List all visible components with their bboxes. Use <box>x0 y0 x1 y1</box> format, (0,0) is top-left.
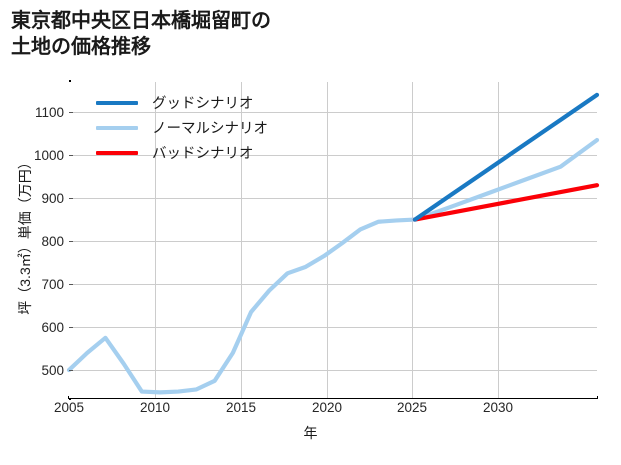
y-axis-ticks: 1100 1000 900 800 700 600 500 <box>18 82 64 398</box>
x-tick-label: 2030 <box>482 400 514 415</box>
x-tick-label: 2020 <box>311 400 343 415</box>
legend-swatch-good-icon <box>96 100 138 105</box>
y-axis-title: 坪（3.3㎡）単価（万円） <box>17 155 33 315</box>
y-tick-label: 700 <box>41 277 64 292</box>
y-tick-mark <box>69 284 73 285</box>
gridline-x-2020 <box>327 82 328 398</box>
plot-background <box>69 82 597 398</box>
gridline-y-1100 <box>69 112 597 113</box>
x-axis-title: 年 <box>303 425 318 441</box>
y-tick-mark <box>69 327 73 328</box>
gridline-y-600 <box>69 327 597 328</box>
chart-legend: グッドシナリオ ノーマルシナリオ バッドシナリオ <box>96 90 316 165</box>
gridline-x-2025 <box>412 82 413 398</box>
legend-item-normal: ノーマルシナリオ <box>96 115 316 140</box>
gridline-x-2030 <box>498 82 499 398</box>
gridline-y-1000 <box>69 155 597 156</box>
gridline-x-2015 <box>241 82 242 398</box>
legend-label-good: グッドシナリオ <box>152 96 254 112</box>
gridline-y-500 <box>69 370 597 371</box>
y-tick-label: 500 <box>41 363 64 378</box>
gridline-y-800 <box>69 241 597 242</box>
y-tick-mark <box>69 198 73 199</box>
legend-label-bad: バッドシナリオ <box>152 146 254 162</box>
gridline-y-700 <box>69 284 597 285</box>
x-tick-label: 2015 <box>225 400 257 415</box>
y-tick-mark <box>69 241 73 242</box>
y-tick-label: 900 <box>41 191 64 206</box>
y-tick-label: 800 <box>41 234 64 249</box>
legend-swatch-normal-icon <box>96 125 138 130</box>
legend-item-bad: バッドシナリオ <box>96 140 316 165</box>
gridline-x-2010 <box>155 82 156 398</box>
line-good-scenario <box>412 92 600 222</box>
chart-title: 東京都中央区日本橋堀留町の 土地の価格推移 <box>11 10 271 59</box>
legend-label-normal: ノーマルシナリオ <box>152 121 268 137</box>
plot-area <box>66 82 600 398</box>
series-layer <box>66 92 600 395</box>
x-axis-ticks: 2005 2010 2015 2020 2025 2030 <box>54 400 597 424</box>
y-tick-label: 600 <box>41 320 64 335</box>
legend-swatch-bad-icon <box>96 150 138 155</box>
y-tick-mark <box>69 112 73 113</box>
gridline-y-900 <box>69 198 597 199</box>
x-tick-label: 2005 <box>53 400 85 415</box>
y-tick-label: 1100 <box>34 105 64 120</box>
y-tick-label: 1000 <box>33 148 64 163</box>
line-normal-scenario <box>66 137 600 395</box>
line-bad-scenario <box>412 183 600 222</box>
x-tick-label: 2025 <box>396 400 428 415</box>
legend-item-good: グッドシナリオ <box>96 90 316 115</box>
x-tick-label: 2010 <box>139 400 171 415</box>
y-tick-mark <box>69 155 73 156</box>
y-tick-mark <box>69 370 73 371</box>
